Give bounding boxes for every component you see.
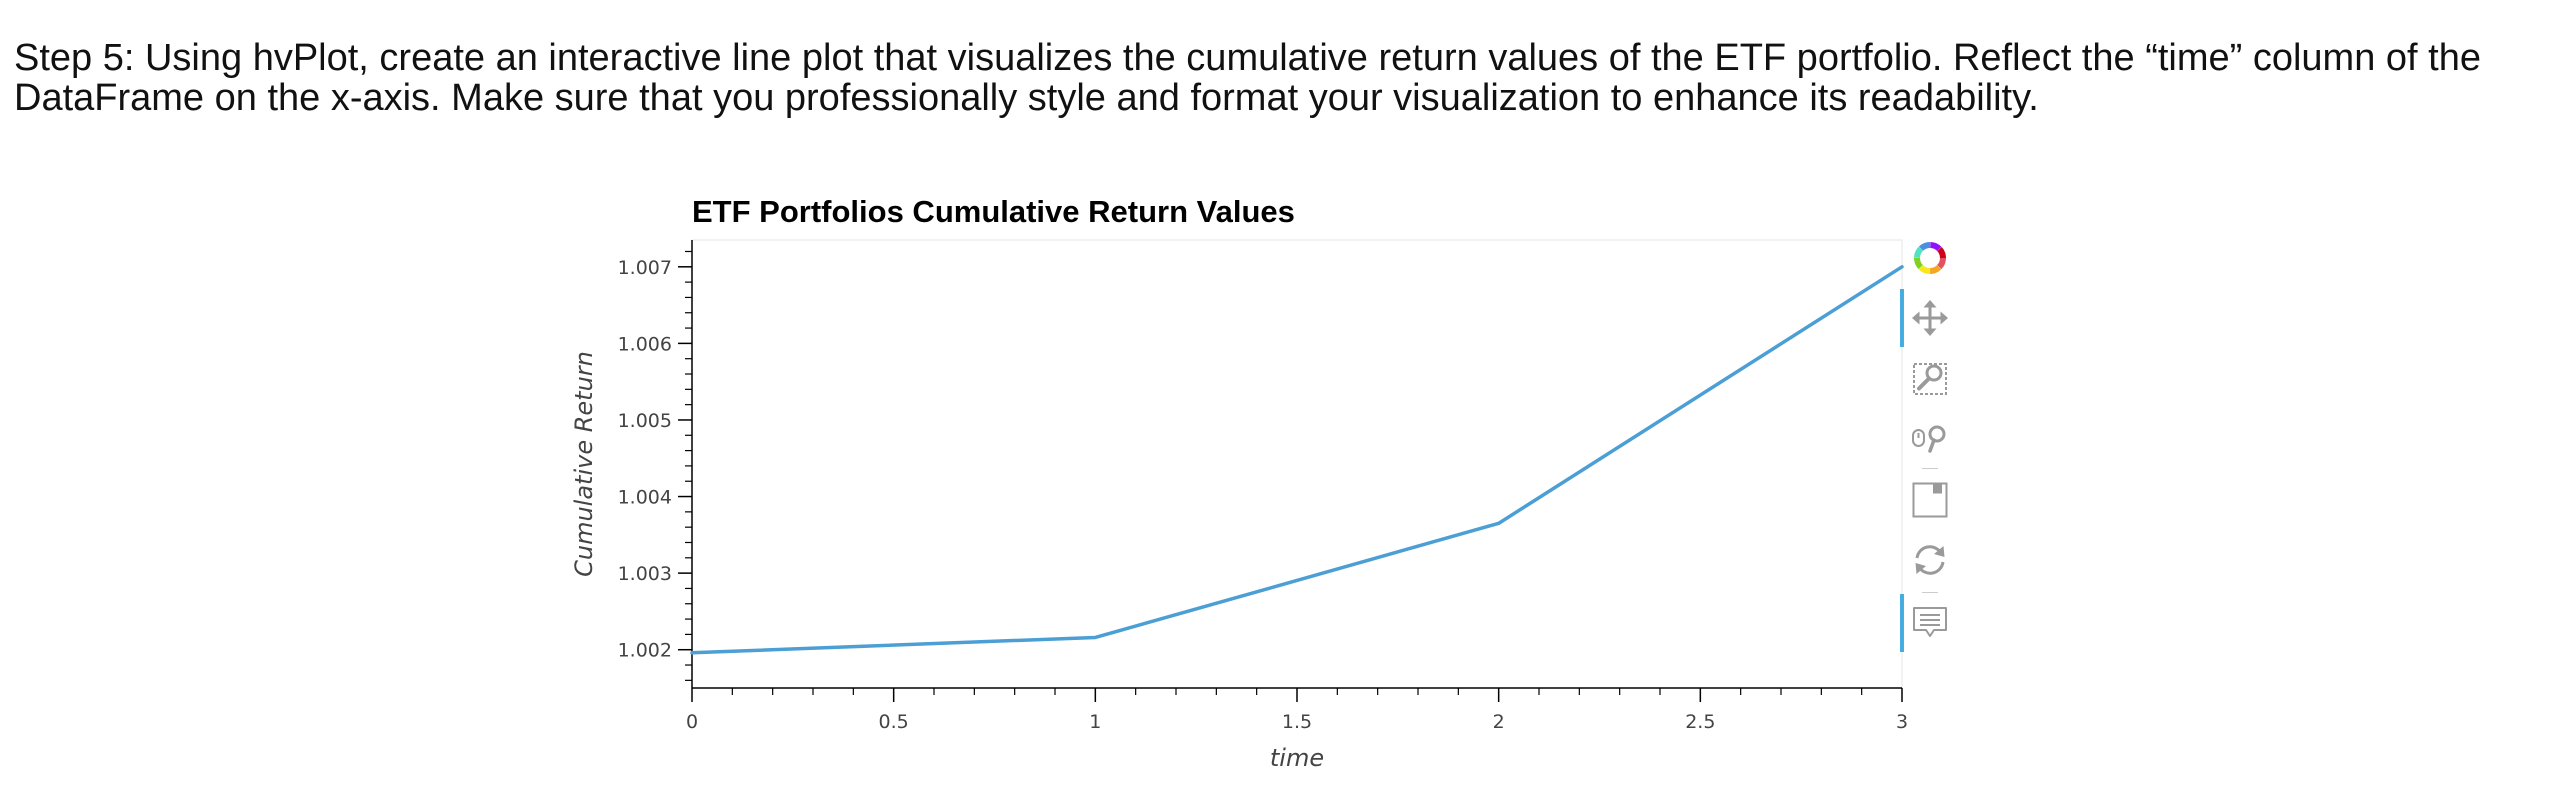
y-tick-label: 1.002 [618,640,672,662]
x-tick-label: 2.5 [1685,711,1715,733]
y-tick-label: 1.005 [618,410,672,432]
x-tick-label: 1 [1089,711,1101,733]
instruction-text: Step 5: Using hvPlot, create an interact… [14,37,2481,119]
y-tick-label: 1.004 [618,487,672,509]
chart-series [690,265,1904,655]
box-zoom-icon [1913,363,1947,395]
chart-title: ETF Portfolios Cumulative Return Values [692,194,1295,229]
x-tick-label: 1.5 [1282,711,1312,733]
chart-axes: 0 0.5 1 1.5 2 2.5 3 1.002 1.003 1.004 1.005 1.006 1.… [618,240,1908,733]
x-axis-label: time [1270,744,1324,772]
y-tick-label: 1.003 [618,563,672,585]
y-axis-label: Cumulative Return [570,351,598,577]
reset-icon [1915,545,1945,575]
y-tick-label: 1.007 [618,257,672,279]
pan-tool[interactable] [1908,296,1952,340]
bokeh-logo[interactable] [1908,236,1952,280]
wheel-zoom-icon [1912,425,1946,453]
wheel-zoom-tool[interactable] [1908,416,1952,460]
plot-border [691,239,1903,689]
box-zoom-tool[interactable] [1908,356,1952,400]
toolbar-divider [1922,468,1938,469]
plot-toolbar [1900,236,1954,656]
hover-tool-active-indicator [1900,594,1904,652]
hover-icon [1913,607,1947,637]
save-tool[interactable] [1908,478,1952,522]
pan-icon [1912,300,1948,336]
x-tick-label: 3 [1896,711,1908,733]
bokeh-logo-icon [1914,242,1946,274]
x-tick-label: 0.5 [879,711,909,733]
save-icon [1912,482,1948,518]
x-tick-label: 2 [1493,711,1505,733]
pan-tool-active-indicator [1900,289,1904,347]
toolbar-divider [1922,592,1938,593]
series-line [690,265,1904,655]
hover-tool[interactable] [1908,601,1952,645]
x-tick-label: 0 [686,711,698,733]
plot-frame [691,239,1903,689]
y-tick-label: 1.006 [618,333,672,355]
reset-tool[interactable] [1908,538,1952,582]
